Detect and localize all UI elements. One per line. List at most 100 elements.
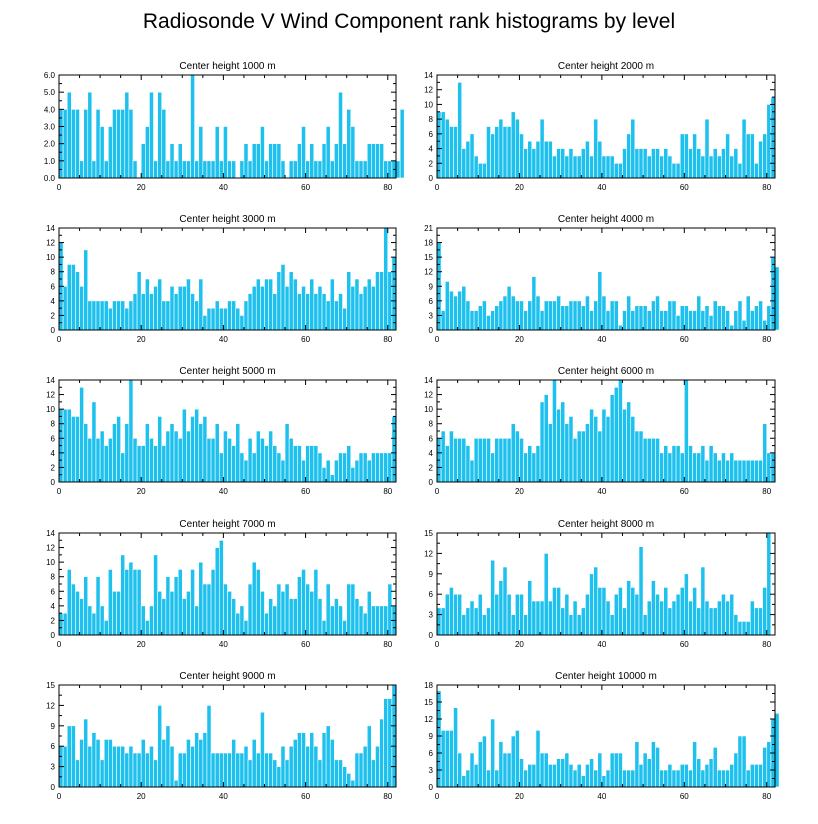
histogram-bar [754, 162, 759, 179]
histogram-bar [95, 437, 101, 483]
histogram-bar [585, 764, 590, 788]
histogram-bar [725, 600, 730, 636]
histogram-bar [469, 459, 475, 483]
histogram-bar [733, 614, 739, 636]
histogram-bar [449, 126, 454, 179]
histogram-bar [572, 769, 578, 788]
x-tick-label: 80 [762, 487, 771, 496]
histogram-bar [473, 155, 479, 179]
histogram-bar [194, 160, 200, 179]
histogram-bar [745, 459, 751, 483]
histogram-bar [651, 148, 656, 179]
histogram-bar [103, 160, 109, 179]
x-tick-label: 80 [383, 335, 392, 344]
y-tick-label: 8 [51, 420, 56, 429]
histogram-bar [268, 430, 274, 483]
histogram-bar [177, 437, 183, 483]
y-tick-label: 0 [429, 174, 434, 183]
histogram-bar [675, 445, 681, 483]
histogram-bar [243, 459, 249, 483]
x-tick-label: 60 [680, 335, 689, 344]
histogram-bar [609, 394, 615, 483]
y-tick-label: 6 [51, 282, 56, 291]
histogram-bar [605, 310, 611, 331]
histogram-bar [618, 162, 623, 179]
histogram-bar [346, 445, 352, 483]
histogram-bar [651, 741, 656, 788]
histogram-bar [601, 775, 607, 788]
histogram-bar [297, 732, 302, 788]
histogram-bar [284, 759, 290, 788]
histogram-bar [490, 133, 496, 179]
histogram-bar [99, 300, 105, 331]
y-tick-label: 4.0 [44, 105, 56, 114]
histogram-bar [543, 553, 549, 636]
histogram-bar [214, 423, 220, 483]
histogram-bar [165, 725, 171, 788]
histogram-bar [725, 769, 730, 788]
histogram-bar [436, 690, 442, 788]
histogram-bar [704, 600, 710, 636]
y-tick-label: 12 [46, 701, 55, 710]
histogram-bar [444, 445, 450, 483]
x-tick-label: 20 [515, 335, 524, 344]
histogram-bar [745, 621, 751, 636]
histogram-bar [580, 430, 586, 483]
histogram-bar [560, 148, 566, 179]
histogram-bar [247, 160, 253, 179]
histogram-bar [247, 437, 253, 483]
histogram-bar [210, 752, 216, 788]
histogram-bar [589, 758, 594, 788]
histogram-bar [87, 605, 93, 636]
histogram-bar [260, 126, 265, 179]
histogram-bar [626, 133, 632, 179]
histogram-bar [708, 607, 714, 636]
histogram-bar [605, 155, 611, 179]
histogram-bar [502, 752, 508, 788]
histogram-bar [132, 160, 138, 179]
histogram-bar [626, 401, 632, 483]
histogram-bar [243, 745, 249, 788]
y-tick-label: 14 [424, 376, 433, 385]
histogram-bar [469, 600, 475, 636]
histogram-panel-4: Center height 4000 m 0 20 40 60 80 0 3 6 9 12 15 18 2… [424, 214, 780, 344]
histogram-bar [305, 160, 310, 179]
histogram-bar [671, 300, 677, 331]
histogram-bar [124, 307, 130, 331]
histogram-bar [597, 752, 603, 788]
histogram-bar [239, 315, 245, 331]
x-tick-label: 40 [597, 792, 606, 801]
histogram-bar [379, 143, 384, 179]
histogram-bar [754, 305, 759, 331]
y-tick-label: 3.0 [44, 123, 56, 132]
y-tick-label: 0 [429, 478, 434, 487]
histogram-bar [684, 573, 689, 636]
histogram-bar [712, 148, 718, 179]
histogram-bar [140, 445, 146, 483]
y-tick-label: 12 [46, 544, 55, 553]
x-tick-label: 20 [515, 640, 524, 649]
histogram-bar [704, 764, 710, 788]
histogram-bar [675, 162, 681, 179]
histogram-bar [634, 305, 640, 331]
histogram-bar [498, 580, 504, 636]
histogram-bar [444, 593, 450, 636]
x-tick-label: 0 [57, 640, 62, 649]
histogram-bar [214, 547, 220, 636]
histogram-bar [556, 408, 561, 483]
histogram-bar [667, 764, 673, 788]
histogram-bar [79, 386, 84, 483]
histogram-bar [79, 285, 84, 331]
histogram-bar [342, 766, 347, 788]
histogram-bar [251, 143, 257, 179]
histogram-bar [280, 160, 286, 179]
histogram-bar [527, 140, 533, 179]
y-tick-label: 8 [51, 573, 56, 582]
histogram-bar [473, 764, 479, 788]
histogram-bar [729, 324, 735, 331]
histogram-bar [206, 705, 212, 788]
histogram-bar [679, 452, 685, 483]
histogram-bar [543, 140, 549, 179]
histogram-bar [136, 271, 142, 331]
histogram-bar [132, 752, 138, 788]
